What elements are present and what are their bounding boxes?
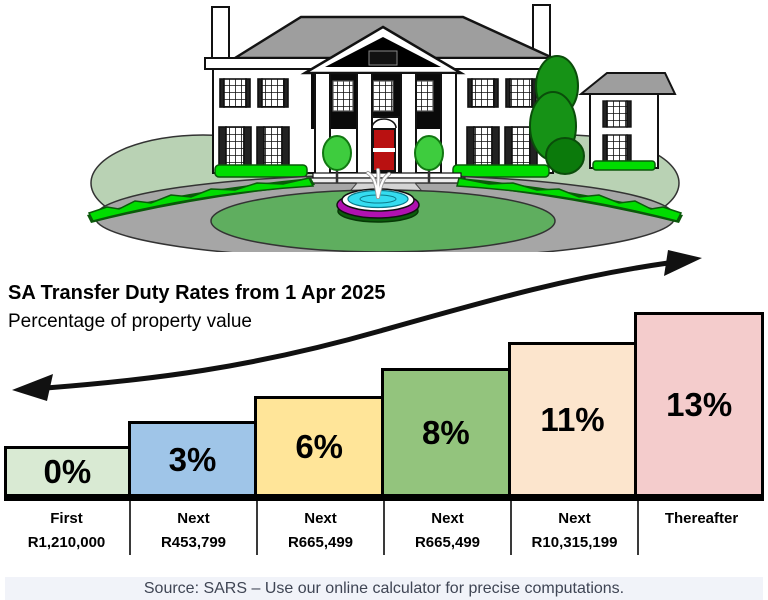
tier-name: Next: [431, 510, 464, 527]
tier-name: Next: [177, 510, 210, 527]
bracket-label: Thereafter: [637, 501, 764, 555]
flanking-trees: [322, 135, 444, 183]
bar-rate-label: 3%: [168, 440, 217, 478]
tier-name: Next: [558, 510, 591, 527]
bar-rate-label: 0%: [43, 453, 92, 490]
bar-0pct: 0%: [4, 446, 131, 497]
upper-windows: [219, 78, 537, 108]
bar-rate-label: 6%: [295, 428, 344, 465]
fountain: [336, 168, 420, 223]
right-hedge: [456, 177, 683, 222]
bar-6pct: 6%: [254, 396, 385, 497]
bar-3pct: 3%: [127, 421, 258, 497]
wing-roof: [578, 72, 677, 95]
tier-amount: R665,499: [287, 534, 354, 551]
page-title: SA Transfer Duty Rates from 1 Apr 2025: [8, 282, 386, 304]
bracket-label: Next R665,499: [256, 501, 383, 555]
tier-name: Next: [304, 510, 337, 527]
wing-hedge: [592, 160, 656, 171]
bar-11pct: 11%: [507, 342, 638, 497]
tier-name: Thereafter: [664, 510, 739, 527]
pediment-window: [368, 50, 398, 66]
left-hedge: [87, 177, 315, 222]
bar-column-6pct: 6%: [254, 396, 385, 497]
stepped-bar-chart: 0% 3% 6% 8% 11% 13%: [4, 310, 765, 501]
bracket-labels: First R1,210,000 Next R453,799 Next R665…: [4, 501, 764, 555]
front-door: [368, 116, 400, 174]
bracket-label: Next R10,315,199: [510, 501, 637, 555]
source-footer: Source: SARS – Use our online calculator…: [5, 577, 763, 600]
bar-8pct: 8%: [381, 368, 511, 497]
foundation-hedges: [214, 164, 550, 178]
left-chimney: [211, 6, 230, 60]
tier-name: First: [50, 510, 83, 527]
tall-tree: [545, 137, 585, 175]
bar-13pct: 13%: [634, 312, 765, 497]
mansion-illustration: [87, 4, 683, 252]
bar-rate-label: 13%: [666, 386, 733, 423]
bar-column-13pct: 13%: [634, 312, 765, 497]
tier-amount: R453,799: [160, 534, 227, 551]
tier-amount: R665,499: [414, 534, 481, 551]
tier-amount: R1,210,000: [27, 534, 106, 551]
bar-column-11pct: 11%: [507, 342, 638, 497]
mansion-house: [204, 4, 562, 178]
bracket-label: Next R665,499: [383, 501, 510, 555]
bar-rate-label: 11%: [540, 401, 605, 438]
bar-column-0pct: 0%: [4, 446, 131, 497]
bar-column-3pct: 3%: [127, 421, 258, 497]
fountain-spray: [366, 168, 391, 199]
wing-windows: [602, 100, 632, 162]
side-wing: [529, 55, 677, 175]
arrowhead-right: [664, 250, 702, 276]
bar-rate-label: 8%: [422, 414, 470, 451]
source-text: Source: SARS – Use our online calculator…: [143, 579, 625, 597]
portico-windows: [332, 80, 434, 112]
tier-amount: R10,315,199: [531, 534, 618, 551]
bracket-label: First R1,210,000: [4, 501, 129, 555]
bar-column-8pct: 8%: [381, 368, 511, 497]
bracket-label: Next R453,799: [129, 501, 256, 555]
